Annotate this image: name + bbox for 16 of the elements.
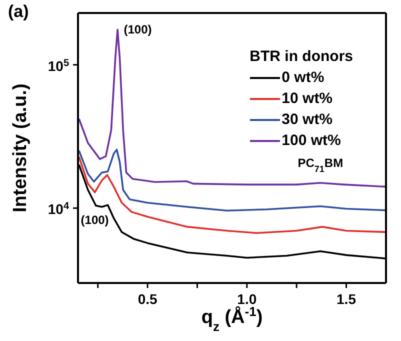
chart-title: (a) <box>8 2 29 21</box>
y-tick-label: 10$^{5}$ <box>48 57 70 74</box>
legend-label: 10 wt% <box>282 90 333 107</box>
y-tick-label: 10$^{4}$ <box>48 200 70 218</box>
legend-label: 30 wt% <box>282 111 333 128</box>
x-tick-label: 0.5 <box>138 291 158 307</box>
annotation: (100) <box>124 22 152 37</box>
annotation: PC$_{71}$BM <box>298 156 344 174</box>
legend-title: BTR in donors <box>250 48 353 65</box>
y-axis-title: Intensity (a.u.) <box>10 84 31 212</box>
x-tick-label: 1.5 <box>336 291 356 307</box>
line-series <box>78 156 386 234</box>
annotation: (100) <box>80 213 109 228</box>
legend-label: 100 wt% <box>282 132 341 149</box>
line-series <box>78 148 386 212</box>
legend-label: 0 wt% <box>282 69 324 86</box>
